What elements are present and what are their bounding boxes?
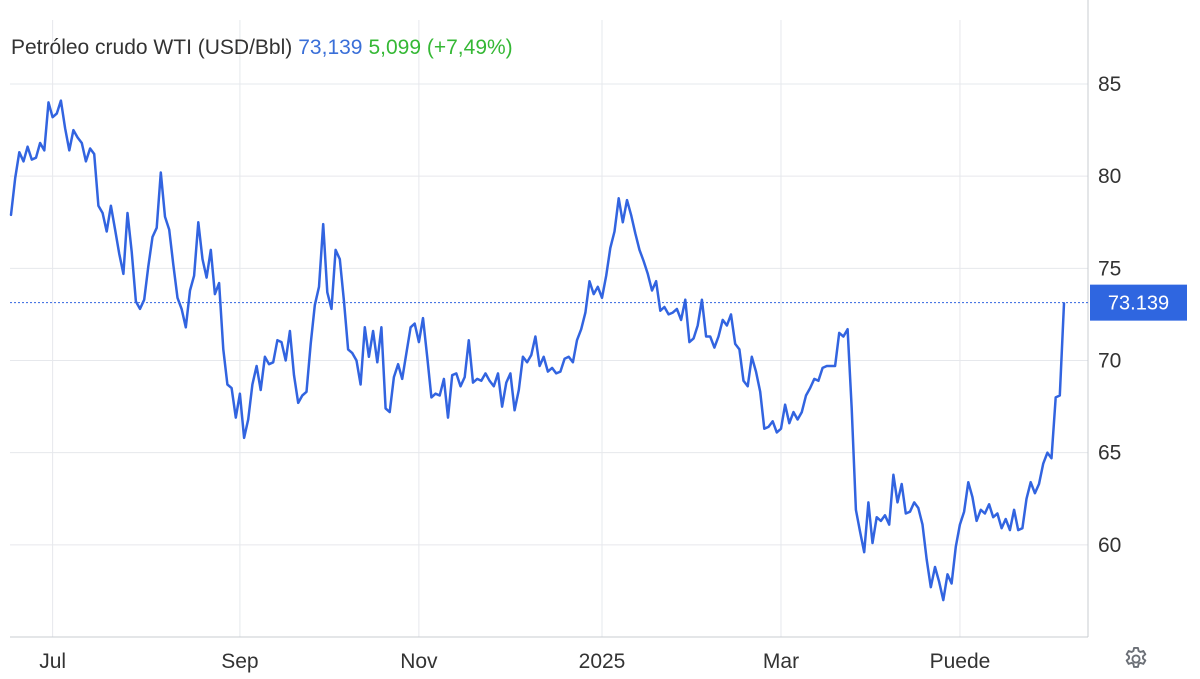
- chart-header: Petróleo crudo WTI (USD/Bbl) 73,139 5,099 …: [11, 34, 513, 62]
- gear-icon: [1125, 646, 1147, 668]
- y-tick-label: 75: [1098, 257, 1121, 280]
- last-price-tag: 73.139: [1090, 284, 1187, 321]
- last-price-tag-label: 73.139: [1108, 293, 1169, 315]
- x-tick-label: Jul: [39, 650, 66, 673]
- y-tick-label: 70: [1098, 350, 1121, 373]
- chart-title: Petróleo crudo WTI (USD/Bbl): [11, 36, 293, 59]
- price-change: 5,099 (+7,49%): [368, 36, 513, 59]
- x-tick-label: Nov: [400, 650, 438, 673]
- last-price-tag-box: [1090, 284, 1187, 321]
- x-tick-label: Mar: [763, 650, 799, 673]
- settings-button[interactable]: [1122, 645, 1150, 673]
- y-axis-ticks: 60 65 70 75 80 85: [1098, 73, 1121, 557]
- y-tick-label: 80: [1098, 165, 1121, 188]
- y-tick-label: 85: [1098, 73, 1121, 96]
- y-tick-label: 60: [1098, 534, 1121, 557]
- x-tick-label: Sep: [221, 650, 258, 673]
- x-tick-label: 2025: [579, 650, 626, 673]
- grid-lines: [10, 20, 1088, 637]
- x-tick-label: Puede: [930, 650, 991, 673]
- y-tick-label: 65: [1098, 442, 1121, 465]
- series-line-wti: [9, 99, 1066, 602]
- current-price: 73,139: [298, 36, 363, 59]
- x-axis-ticks: Jul Sep Nov 2025 Mar Puede: [39, 650, 990, 673]
